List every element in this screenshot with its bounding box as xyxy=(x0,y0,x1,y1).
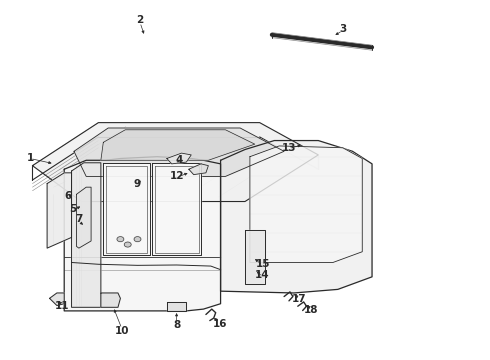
Text: 3: 3 xyxy=(339,24,346,35)
Polygon shape xyxy=(72,163,101,307)
Circle shape xyxy=(134,237,141,242)
Text: 18: 18 xyxy=(304,305,319,315)
Text: 2: 2 xyxy=(136,15,144,26)
Polygon shape xyxy=(49,293,64,306)
Polygon shape xyxy=(64,157,220,311)
Text: 13: 13 xyxy=(282,143,296,153)
Polygon shape xyxy=(47,173,72,248)
Text: 16: 16 xyxy=(212,319,227,329)
Text: 17: 17 xyxy=(292,294,306,304)
Polygon shape xyxy=(167,153,191,164)
Polygon shape xyxy=(103,163,150,255)
Polygon shape xyxy=(250,146,362,262)
Polygon shape xyxy=(101,293,121,307)
Circle shape xyxy=(117,237,124,242)
Text: 6: 6 xyxy=(65,191,72,201)
Text: 12: 12 xyxy=(170,171,184,181)
Text: 1: 1 xyxy=(26,153,34,163)
Circle shape xyxy=(124,242,131,247)
Text: 9: 9 xyxy=(134,179,141,189)
Text: 15: 15 xyxy=(255,259,270,269)
Text: 7: 7 xyxy=(75,215,82,224)
Polygon shape xyxy=(189,164,208,175)
Polygon shape xyxy=(245,230,265,284)
Polygon shape xyxy=(101,130,255,160)
Text: 5: 5 xyxy=(70,204,76,214)
Polygon shape xyxy=(220,140,372,293)
Polygon shape xyxy=(32,123,318,202)
Text: 14: 14 xyxy=(255,270,270,280)
Text: 10: 10 xyxy=(115,325,129,336)
Polygon shape xyxy=(74,128,284,176)
Text: 8: 8 xyxy=(173,320,180,330)
Polygon shape xyxy=(76,187,91,248)
Polygon shape xyxy=(152,163,201,255)
Text: 4: 4 xyxy=(175,155,183,165)
Polygon shape xyxy=(167,302,186,311)
Text: 11: 11 xyxy=(54,301,69,311)
